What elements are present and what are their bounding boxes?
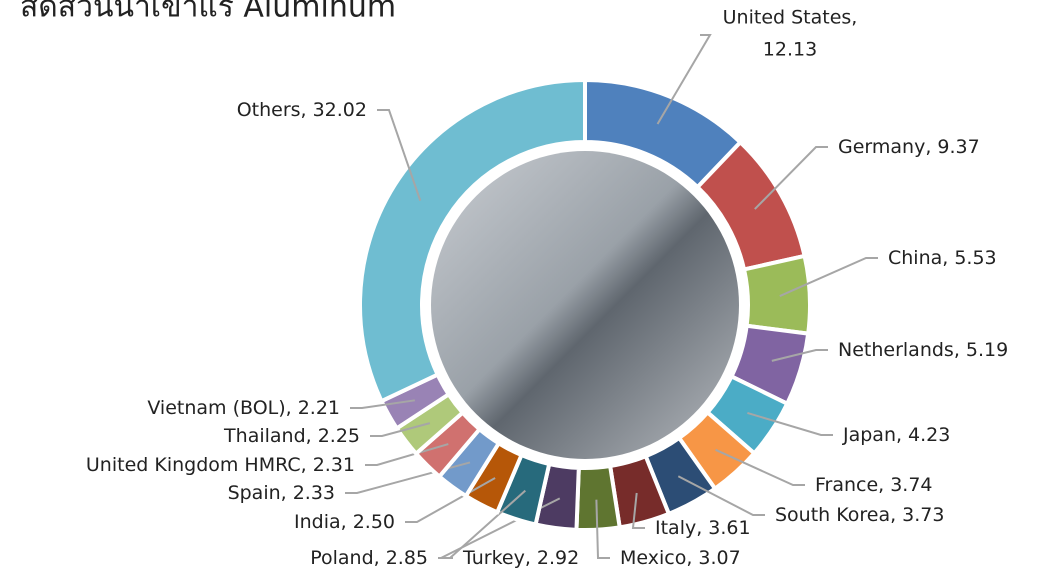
data-label-value: 9.37 — [937, 136, 979, 158]
donut-slice — [741, 253, 812, 336]
data-label: Italy, 3.61 — [655, 517, 751, 539]
data-label-value: 3.07 — [698, 547, 740, 569]
data-label: Japan, 4.23 — [842, 424, 950, 446]
data-label: Thailand, 2.25 — [223, 425, 360, 447]
data-label-value: 5.19 — [966, 339, 1008, 361]
data-label-category: Vietnam (BOL), — [147, 397, 291, 419]
data-label-category: Others, — [237, 99, 307, 121]
donut-slice — [574, 463, 622, 532]
data-label: United Kingdom HMRC, 2.31 — [86, 454, 355, 476]
data-label: Turkey, 2.92 — [462, 547, 579, 569]
leader-line — [350, 399, 416, 409]
data-label-category: China, — [888, 247, 948, 269]
data-label-category: Germany, — [838, 136, 931, 158]
data-label: Spain, 2.33 — [228, 482, 335, 504]
data-label: Netherlands, 5.19 — [838, 339, 1008, 361]
leader-line — [365, 443, 449, 466]
data-label-value: 12.13 — [763, 39, 817, 61]
data-label-category: India, — [294, 511, 347, 533]
data-label-category: Poland, — [310, 547, 379, 569]
leader-line — [779, 257, 878, 297]
leader-line — [771, 349, 828, 362]
data-label-category: Thailand, — [223, 425, 312, 447]
leader-line — [677, 475, 765, 516]
data-label-category: Japan, — [842, 424, 902, 446]
data-label-value: 2.31 — [313, 454, 355, 476]
data-label-category: United States, — [723, 7, 858, 29]
data-label-category: Spain, — [228, 482, 287, 504]
chart-title: สัดส่วนนำเข้าแร่ Aluminum — [20, 0, 396, 25]
data-label: Mexico, 3.07 — [620, 547, 741, 569]
leader-line — [595, 499, 610, 559]
leader-line — [631, 492, 645, 529]
data-label: South Korea, 3.73 — [775, 504, 944, 526]
leader-line — [377, 109, 422, 201]
leader-line — [438, 489, 526, 559]
data-label-category: France, — [815, 474, 884, 496]
data-label-value: 3.73 — [902, 504, 944, 526]
data-label-category: Mexico, — [620, 547, 692, 569]
data-label-category: United Kingdom HMRC, — [86, 454, 307, 476]
data-label-value: 2.33 — [293, 482, 335, 504]
data-label: Germany, 9.37 — [838, 136, 980, 158]
data-label-value: 2.92 — [537, 547, 579, 569]
leader-line — [715, 448, 805, 486]
data-label-category: Turkey, — [462, 547, 531, 569]
leader-line — [656, 34, 712, 125]
data-label: Poland, 2.85 — [310, 547, 428, 569]
data-label-value: 2.85 — [386, 547, 428, 569]
data-label: France, 3.74 — [815, 474, 933, 496]
data-label-value: 3.74 — [890, 474, 932, 496]
data-label: China, 5.53 — [888, 247, 997, 269]
data-label-value: 2.25 — [318, 425, 360, 447]
donut-slice — [358, 77, 587, 404]
data-label-category: Italy, — [655, 517, 702, 539]
data-label: Vietnam (BOL), 2.21 — [147, 397, 340, 419]
data-label-value: 4.23 — [908, 424, 950, 446]
data-label-value: 2.21 — [298, 397, 340, 419]
data-label-value: 5.53 — [954, 247, 996, 269]
data-label: Others, 32.02 — [237, 99, 367, 121]
data-label-value: 2.50 — [353, 511, 395, 533]
leader-line — [747, 412, 833, 436]
data-label-category: South Korea, — [775, 504, 896, 526]
data-label-category: Netherlands, — [838, 339, 960, 361]
data-label: India, 2.50 — [294, 511, 395, 533]
data-label-value: 3.61 — [708, 517, 750, 539]
center-photo — [431, 151, 739, 459]
leader-line — [754, 146, 828, 210]
leader-line — [370, 422, 431, 437]
data-label-value: 32.02 — [313, 99, 367, 121]
